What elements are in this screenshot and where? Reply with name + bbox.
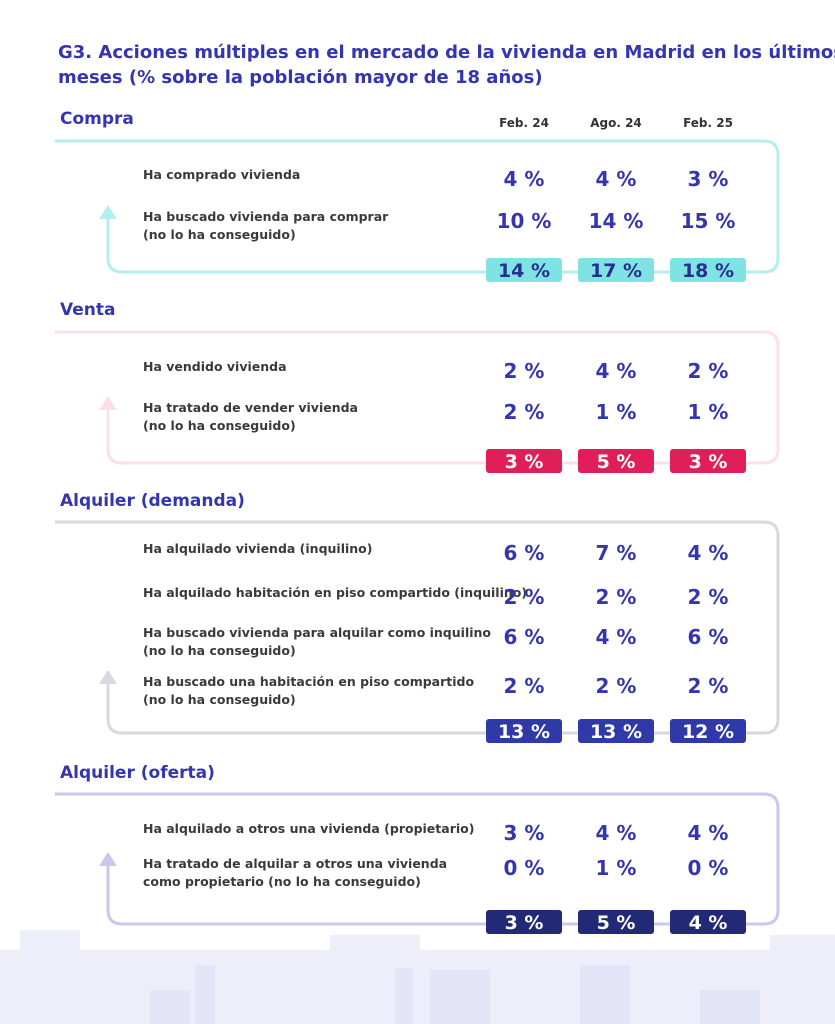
row-label: Ha alquilado habitación en piso comparti… <box>143 585 527 600</box>
cell-value: 2 % <box>688 585 729 609</box>
total-box <box>578 719 654 743</box>
total-value: 14 % <box>498 260 550 282</box>
total-box <box>670 258 746 282</box>
cell-value: 2 % <box>688 674 729 698</box>
cell-value: 6 % <box>688 625 729 649</box>
cell-value: 2 % <box>596 674 637 698</box>
section-frame <box>55 520 780 735</box>
total-value: 18 % <box>682 260 734 282</box>
total-box <box>486 910 562 934</box>
section-heading: Alquiler (oferta) <box>60 763 215 783</box>
cell-value: 2 % <box>504 359 545 383</box>
section-heading: Alquiler (demanda) <box>60 491 245 511</box>
skyline <box>0 930 835 1024</box>
column-header: Feb. 25 <box>683 116 733 130</box>
cell-value: 4 % <box>596 821 637 845</box>
total-box <box>486 258 562 282</box>
section-frame <box>55 792 780 926</box>
title: meses (% sobre la población mayor de 18 … <box>58 67 543 88</box>
cell-value: 15 % <box>681 209 736 233</box>
cell-value: 1 % <box>688 400 729 424</box>
total-value: 3 % <box>689 451 728 473</box>
row-label: Ha alquilado vivienda (inquilino) <box>143 541 372 556</box>
row-label: Ha alquilado a otros una vivienda (propi… <box>143 821 474 836</box>
arrow-head <box>99 396 117 410</box>
row-label: Ha buscado vivienda para alquilar como i… <box>143 625 491 640</box>
total-box <box>578 910 654 934</box>
total-box <box>486 449 562 473</box>
cell-value: 0 % <box>688 856 729 880</box>
cell-value: 2 % <box>688 359 729 383</box>
cell-value: 4 % <box>596 625 637 649</box>
total-box <box>578 258 654 282</box>
row-label: Ha tratado de vender vivienda <box>143 400 358 415</box>
cell-value: 2 % <box>596 585 637 609</box>
cell-value: 10 % <box>497 209 552 233</box>
total-value: 5 % <box>597 451 636 473</box>
total-value: 13 % <box>590 721 642 743</box>
cell-value: 4 % <box>688 541 729 565</box>
total-value: 12 % <box>682 721 734 743</box>
total-value: 5 % <box>597 912 636 934</box>
section-frame <box>55 330 780 465</box>
cell-value: 6 % <box>504 625 545 649</box>
cell-value: 6 % <box>504 541 545 565</box>
cell-value: 4 % <box>688 821 729 845</box>
total-box <box>486 719 562 743</box>
total-value: 3 % <box>505 451 544 473</box>
row-label: Ha vendido vivienda <box>143 359 287 374</box>
row-label: Ha buscado vivienda para comprar <box>143 209 389 224</box>
cell-value: 1 % <box>596 856 637 880</box>
row-label: como propietario (no lo ha conseguido) <box>143 874 421 889</box>
section-heading: Venta <box>60 300 115 320</box>
total-value: 3 % <box>505 912 544 934</box>
cell-value: 4 % <box>596 359 637 383</box>
cell-value: 0 % <box>504 856 545 880</box>
total-box <box>670 719 746 743</box>
row-label: (no lo ha conseguido) <box>143 418 296 433</box>
column-header: Feb. 24 <box>499 116 549 130</box>
cell-value: 3 % <box>688 167 729 191</box>
total-value: 17 % <box>590 260 642 282</box>
total-box <box>670 910 746 934</box>
arrow-head <box>99 670 117 684</box>
cell-value: 4 % <box>504 167 545 191</box>
cell-value: 2 % <box>504 585 545 609</box>
cell-value: 2 % <box>504 674 545 698</box>
cell-value: 2 % <box>504 400 545 424</box>
cell-value: 4 % <box>596 167 637 191</box>
cell-value: 7 % <box>596 541 637 565</box>
total-box <box>578 449 654 473</box>
cell-value: 14 % <box>589 209 644 233</box>
cell-value: 1 % <box>596 400 637 424</box>
total-value: 13 % <box>498 721 550 743</box>
row-label: (no lo ha conseguido) <box>143 643 296 658</box>
row-label: Ha buscado una habitación en piso compar… <box>143 674 474 689</box>
row-label: Ha tratado de alquilar a otros una vivie… <box>143 856 447 871</box>
title: G3. Acciones múltiples en el mercado de … <box>58 42 835 63</box>
column-header: Ago. 24 <box>590 116 642 130</box>
total-box <box>670 449 746 473</box>
arrow-head <box>99 205 117 219</box>
arrow-head <box>99 852 117 866</box>
row-label: Ha comprado vivienda <box>143 167 300 182</box>
section-heading: Compra <box>60 109 134 129</box>
row-label: (no lo ha conseguido) <box>143 227 296 242</box>
section-frame <box>55 139 780 274</box>
cell-value: 3 % <box>504 821 545 845</box>
total-value: 4 % <box>689 912 728 934</box>
row-label: (no lo ha conseguido) <box>143 692 296 707</box>
